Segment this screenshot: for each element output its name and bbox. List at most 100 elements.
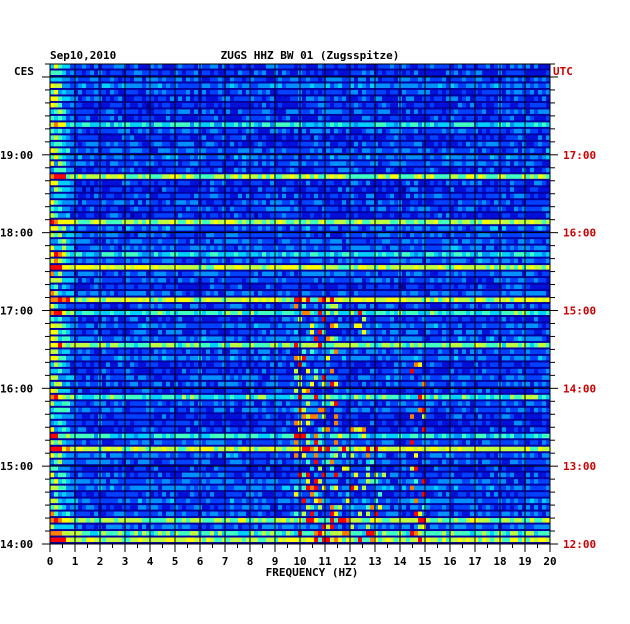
spectrogram-cell — [434, 271, 439, 277]
spectrogram-cell — [418, 206, 423, 212]
spectrogram-cell — [402, 206, 407, 212]
spectrogram-cell — [478, 200, 483, 205]
spectrogram-cell — [114, 102, 119, 108]
spectrogram-cell — [150, 135, 155, 140]
spectrogram-cell — [214, 135, 219, 140]
spectrogram-cell — [246, 180, 251, 186]
spectrogram-cell — [130, 310, 135, 316]
spectrogram-cell — [430, 174, 435, 179]
spectrogram-cell — [258, 258, 263, 264]
spectrogram-cell — [90, 200, 95, 205]
spectrogram-cell — [522, 187, 527, 192]
spectrogram-cell — [466, 291, 471, 296]
spectrogram-cell — [394, 252, 399, 257]
spectrogram-cell — [514, 213, 519, 218]
spectrogram-cell — [478, 64, 483, 69]
spectrogram-cell — [466, 122, 471, 127]
spectrogram-cell — [502, 102, 507, 108]
spectrogram-cell — [418, 128, 423, 134]
spectrogram-cell — [370, 109, 375, 114]
spectrogram-cell — [166, 213, 171, 218]
spectrogram-cell — [238, 291, 243, 296]
spectrogram-cell — [462, 258, 467, 264]
spectrogram-cell — [266, 271, 271, 277]
spectrogram-cell — [134, 135, 139, 140]
spectrogram-cell — [254, 304, 259, 309]
spectrogram-cell — [334, 180, 339, 186]
spectrogram-cell — [450, 83, 455, 88]
spectrogram-cell — [358, 304, 363, 309]
spectrogram-cell — [214, 271, 219, 277]
spectrogram-cell — [194, 278, 199, 283]
spectrogram-cell — [274, 278, 279, 283]
spectrogram-cell — [446, 310, 451, 316]
spectrogram-cell — [518, 174, 523, 179]
spectrogram-cell — [402, 193, 407, 199]
spectrogram-cell — [474, 135, 479, 140]
spectrogram-cell — [158, 96, 163, 101]
spectrogram-cell — [494, 187, 499, 192]
spectrogram-cell — [374, 135, 379, 140]
spectrogram-cell — [502, 316, 507, 322]
spectrogram-cell — [162, 239, 167, 244]
spectrogram-cell — [466, 141, 471, 147]
spectrogram-cell — [62, 102, 67, 108]
spectrogram-cell — [522, 291, 527, 296]
spectrogram-cell — [546, 291, 551, 296]
spectrogram-cell — [378, 245, 383, 251]
spectrogram-cell — [394, 174, 399, 179]
spectrogram-cell — [486, 70, 491, 76]
spectrogram-cell — [538, 265, 543, 270]
spectrogram-cell — [102, 64, 107, 69]
spectrogram-cell — [174, 271, 179, 277]
spectrogram-cell — [382, 200, 387, 205]
spectrogram-cell — [170, 135, 175, 140]
spectrogram-cell — [194, 76, 199, 82]
spectrogram-cell — [218, 180, 223, 186]
spectrogram-cell — [78, 83, 83, 88]
spectrogram-cell — [278, 96, 283, 101]
spectrogram-cell — [478, 213, 483, 218]
spectrogram-cell — [90, 115, 95, 121]
spectrogram-cell — [402, 122, 407, 127]
spectrogram-cell — [178, 252, 183, 257]
spectrogram-cell — [518, 115, 523, 121]
spectrogram-cell — [282, 161, 287, 166]
spectrogram-cell — [490, 219, 495, 225]
spectrogram-cell — [446, 278, 451, 283]
spectrogram-cell — [82, 115, 87, 121]
spectrogram-cell — [454, 148, 459, 153]
spectrogram-cell — [118, 226, 123, 231]
spectrogram-cell — [522, 258, 527, 264]
spectrogram-cell — [262, 304, 267, 309]
spectrogram-cell — [518, 70, 523, 76]
spectrogram-cell — [218, 232, 223, 238]
spectrogram-cell — [522, 265, 527, 270]
spectrogram-cell — [122, 219, 127, 225]
spectrogram-cell — [450, 141, 455, 147]
spectrogram-cell — [338, 174, 343, 179]
spectrogram-cell — [138, 154, 143, 160]
spectrogram-cell — [438, 200, 443, 205]
spectrogram-cell — [134, 193, 139, 199]
spectrogram-cell — [262, 193, 267, 199]
spectrogram-cell — [338, 284, 343, 290]
spectrogram-cell — [486, 258, 491, 264]
spectrogram-cell — [130, 148, 135, 153]
spectrogram-cell — [322, 128, 327, 134]
spectrogram-cell — [522, 278, 527, 283]
spectrogram-cell — [542, 167, 547, 173]
spectrogram-cell — [442, 200, 447, 205]
spectrogram-cell — [202, 128, 207, 134]
spectrogram-cell — [118, 89, 123, 95]
spectrogram-cell — [466, 206, 471, 212]
spectrogram-cell — [386, 83, 391, 88]
spectrogram-cell — [522, 297, 527, 303]
spectrogram-cell — [438, 245, 443, 251]
spectrogram-cell — [130, 83, 135, 88]
spectrogram-cell — [354, 89, 359, 95]
spectrogram-cell — [378, 64, 383, 69]
spectrogram-cell — [234, 83, 239, 88]
spectrogram-cell — [302, 252, 307, 257]
spectrogram-cell — [182, 278, 187, 283]
